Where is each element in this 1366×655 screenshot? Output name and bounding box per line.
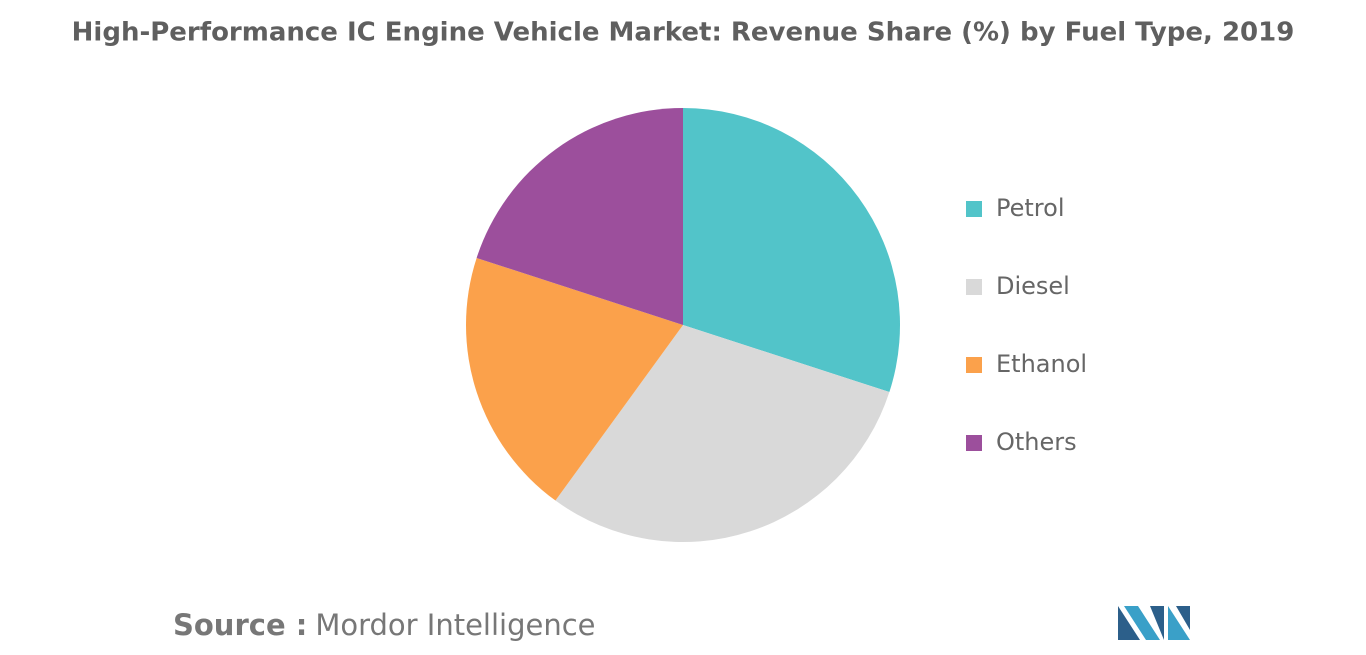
pie-slice <box>683 108 900 393</box>
pie-slice <box>466 257 683 501</box>
source-text: Mordor Intelligence <box>315 608 595 642</box>
legend-label: Diesel <box>996 272 1070 300</box>
legend-label: Ethanol <box>996 350 1087 378</box>
source: Source : Mordor Intelligence <box>173 608 596 642</box>
legend-swatch <box>966 279 982 295</box>
legend-swatch <box>966 201 982 217</box>
legend-label: Petrol <box>996 194 1064 222</box>
pie-slice <box>555 325 890 542</box>
source-label: Source : <box>173 608 307 642</box>
pie-slice <box>476 108 683 325</box>
legend-swatch <box>966 435 982 451</box>
legend-label: Others <box>996 428 1077 456</box>
chart-title: High-Performance IC Engine Vehicle Marke… <box>72 18 1295 48</box>
logo <box>1118 606 1190 640</box>
legend-swatch <box>966 357 982 373</box>
